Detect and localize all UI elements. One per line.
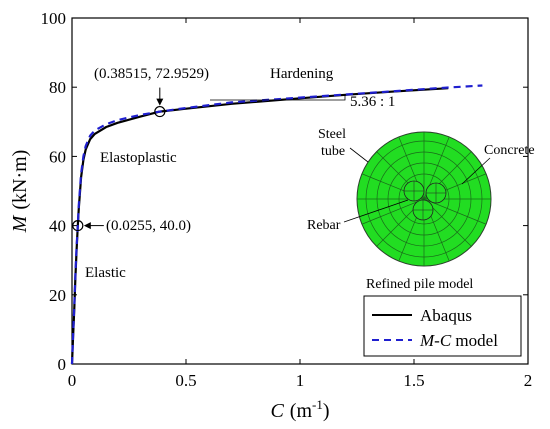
- inset-title: Refined pile model: [366, 277, 473, 292]
- point2-arrowhead: [156, 98, 164, 106]
- rebar-leader: [343, 199, 409, 223]
- hardening-label: Hardening: [270, 66, 334, 82]
- elastic-label: Elastic: [85, 265, 126, 281]
- y-axis-label: M(kN·m): [9, 150, 31, 234]
- point1-label: (0.0255, 40.0): [106, 218, 191, 234]
- steel-tube-leader: [349, 147, 369, 163]
- legend-box: [363, 295, 522, 357]
- inset-steel-tube-line1: Steel: [318, 127, 346, 142]
- y-tick-label: 100: [41, 9, 67, 28]
- y-tick-label: 20: [49, 286, 66, 305]
- y-tick-label: 40: [49, 217, 66, 236]
- x-tick-label: 0: [68, 371, 77, 390]
- point2-marker: [154, 105, 166, 118]
- inset-rebar-label: Rebar: [307, 218, 341, 233]
- y-tick-label: 60: [49, 147, 66, 166]
- series-layer: [70, 84, 483, 365]
- x-tick-label: 2: [524, 371, 533, 390]
- slope-triangle: [210, 94, 346, 101]
- x-tick-label: 1.5: [403, 371, 424, 390]
- elastoplastic-label: Elastoplastic: [100, 150, 177, 166]
- legend-mc-label: M-C model: [419, 331, 498, 350]
- x-tick-label: 1: [296, 371, 305, 390]
- legend-abaqus-label: Abaqus: [420, 306, 472, 325]
- inset-steel-tube-line2: tube: [321, 144, 345, 159]
- point1-marker: [72, 220, 84, 232]
- rebar-mesh: [404, 181, 446, 220]
- mesh-lines: [357, 132, 491, 266]
- legend: Abaqus M-C model: [363, 295, 522, 357]
- x-axis-label: C (m-1): [270, 397, 329, 422]
- y-tick-label: 0: [58, 355, 67, 374]
- series-mc-model-line: [70, 84, 483, 365]
- inset-concrete-label: Concrete: [484, 143, 535, 158]
- point1-arrowhead: [83, 222, 91, 230]
- x-tick-label: 0.5: [175, 371, 196, 390]
- point2-label: (0.38515, 72.9529): [94, 66, 209, 82]
- concrete-leader: [461, 157, 491, 185]
- y-tick-label: 80: [49, 78, 66, 97]
- slope-label: 5.36 : 1: [350, 94, 395, 110]
- pile-cross-section-inset: Steel tube Concrete Rebar Refined pile m…: [307, 127, 535, 292]
